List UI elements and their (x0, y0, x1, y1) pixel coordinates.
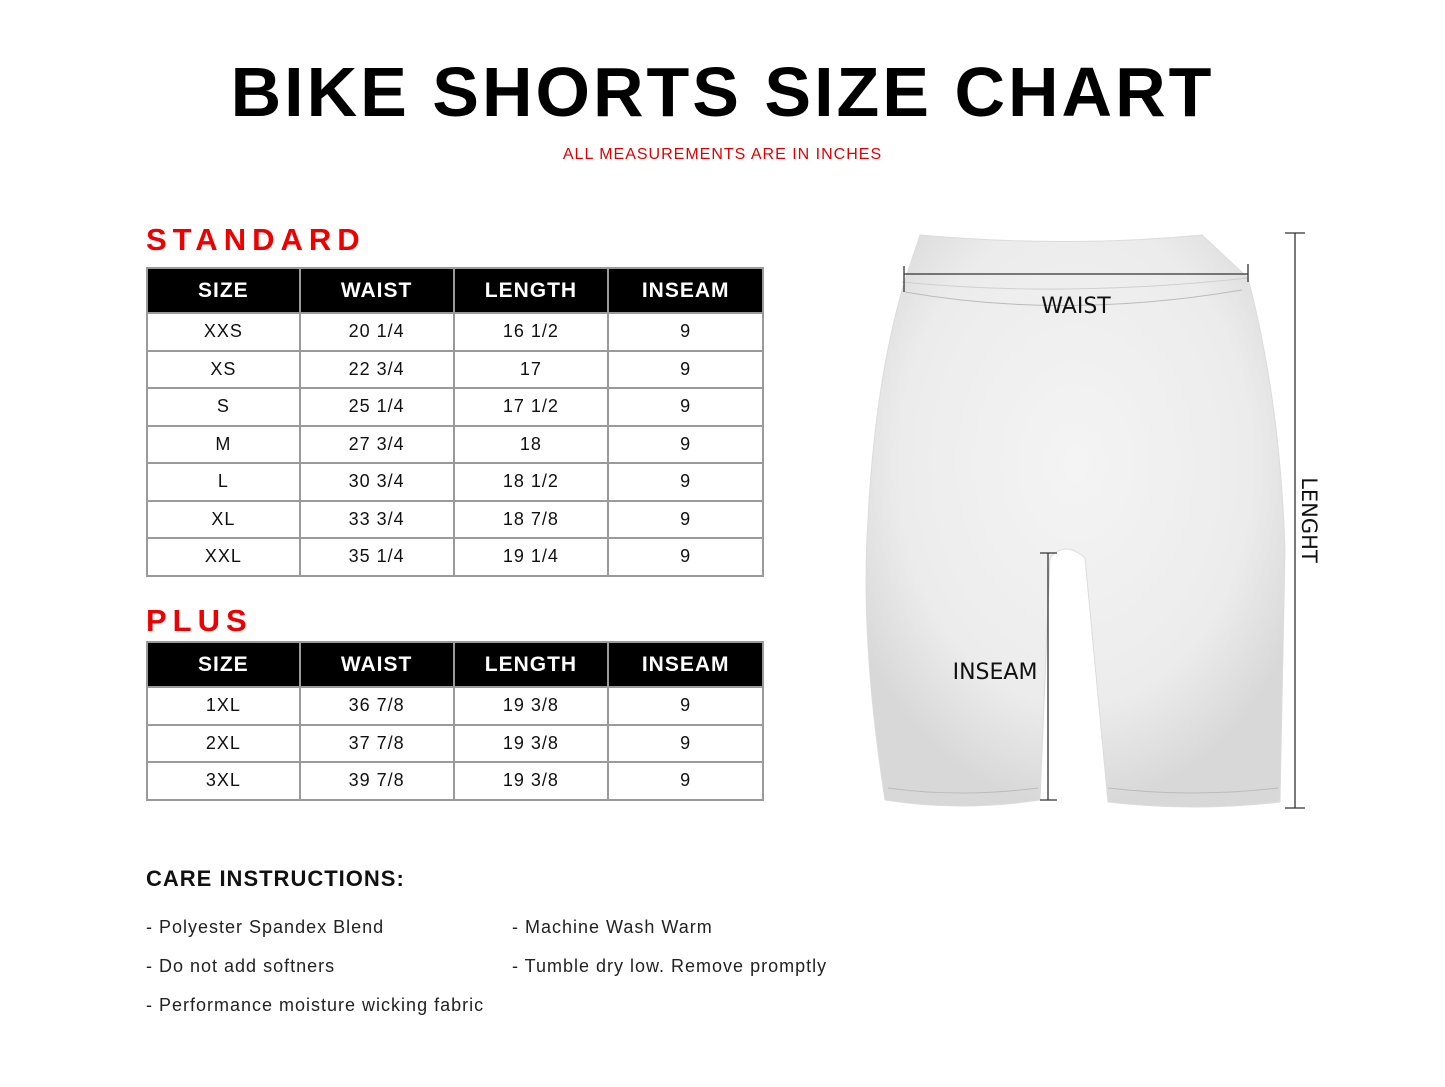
table-row: XXL 35 1/4 19 1/4 9 (146, 537, 764, 577)
standard-size-table: SIZE WAIST LENGTH INSEAM XXS 20 1/4 16 1/2… (146, 267, 764, 577)
table-row: 2XL 37 7/8 19 3/8 9 (146, 723, 764, 763)
table-cell: 18 1/2 (452, 462, 610, 502)
inseam-label: INSEAM (953, 660, 1038, 685)
table-cell: 17 (452, 349, 610, 389)
table-cell: 33 3/4 (298, 499, 455, 539)
table-cell: 27 3/4 (298, 424, 455, 464)
table-cell: XS (146, 349, 301, 389)
table-row: XXS 20 1/4 16 1/2 9 (146, 312, 764, 352)
table-cell: XXS (146, 312, 301, 352)
care-item: - Tumble dry low. Remove promptly (512, 956, 828, 976)
table-cell: 36 7/8 (298, 686, 455, 726)
standard-heading: STANDARD (146, 222, 366, 257)
table-row: S 25 1/4 17 1/2 9 (146, 387, 764, 427)
table-row: L 30 3/4 18 1/2 9 (146, 462, 764, 502)
page-title: BIKE SHORTS SIZE CHART (230, 53, 1215, 131)
table-cell: 17 1/2 (452, 387, 610, 427)
table-cell: 9 (607, 387, 764, 427)
table-row: M 27 3/4 18 9 (146, 424, 764, 464)
table-cell: 9 (607, 686, 764, 726)
col-waist: WAIST (298, 641, 455, 688)
care-item: - Do not add softners (146, 956, 336, 976)
table-row: XS 22 3/4 17 9 (146, 349, 764, 389)
col-waist: WAIST (298, 267, 455, 314)
col-inseam: INSEAM (607, 641, 764, 688)
table-cell: 9 (607, 537, 764, 577)
table-cell: M (146, 424, 301, 464)
length-measure-line (1285, 232, 1305, 809)
care-item: - Polyester Spandex Blend (146, 917, 385, 937)
table-row: 3XL 39 7/8 19 3/8 9 (146, 761, 764, 801)
table-cell: S (146, 387, 301, 427)
table-cell: 35 1/4 (298, 537, 455, 577)
table-cell: 19 3/8 (452, 686, 610, 726)
col-inseam: INSEAM (607, 267, 764, 314)
table-row: 1XL 36 7/8 19 3/8 9 (146, 686, 764, 726)
table-cell: 22 3/4 (298, 349, 455, 389)
table-cell: 1XL (146, 686, 301, 726)
table-cell: L (146, 462, 301, 502)
table-cell: 2XL (146, 723, 301, 763)
page-subtitle: ALL MEASUREMENTS ARE IN INCHES (562, 146, 883, 163)
table-cell: XXL (146, 537, 301, 577)
table-cell: 9 (607, 761, 764, 801)
table-cell: 9 (607, 424, 764, 464)
table-cell: 9 (607, 462, 764, 502)
table-cell: 18 7/8 (452, 499, 610, 539)
table-cell: 30 3/4 (298, 462, 455, 502)
table-cell: 9 (607, 349, 764, 389)
table-cell: 9 (607, 723, 764, 763)
table-cell: 16 1/2 (452, 312, 610, 352)
table-cell: 9 (607, 499, 764, 539)
table-cell: 9 (607, 312, 764, 352)
table-cell: 37 7/8 (298, 723, 455, 763)
table-cell: 18 (452, 424, 610, 464)
care-item: - Performance moisture wicking fabric (146, 995, 485, 1015)
care-heading: CARE INSTRUCTIONS: (146, 866, 405, 891)
waist-label: WAIST (1041, 294, 1111, 319)
table-cell: 3XL (146, 761, 301, 801)
table-cell: 19 1/4 (452, 537, 610, 577)
plus-size-table: SIZE WAIST LENGTH INSEAM 1XL 36 7/8 19 3/8… (146, 641, 764, 801)
waist-measure-line (903, 264, 1249, 292)
care-item: - Machine Wash Warm (512, 917, 713, 937)
length-label: LENGHT (1297, 477, 1321, 563)
table-cell: 20 1/4 (298, 312, 455, 352)
shorts-illustration (865, 234, 1286, 808)
table-cell: 19 3/8 (452, 761, 610, 801)
col-length: LENGTH (452, 641, 610, 688)
table-cell: XL (146, 499, 301, 539)
col-size: SIZE (146, 641, 301, 688)
shorts-diagram: WAIST INSEAM LENGHT (865, 232, 1321, 809)
inseam-measure-line (1040, 552, 1057, 801)
plus-heading: PLUS (146, 603, 253, 638)
table-cell: 39 7/8 (298, 761, 455, 801)
col-size: SIZE (146, 267, 301, 314)
table-cell: 19 3/8 (452, 723, 610, 763)
col-length: LENGTH (452, 267, 610, 314)
table-cell: 25 1/4 (298, 387, 455, 427)
table-row: XL 33 3/4 18 7/8 9 (146, 499, 764, 539)
